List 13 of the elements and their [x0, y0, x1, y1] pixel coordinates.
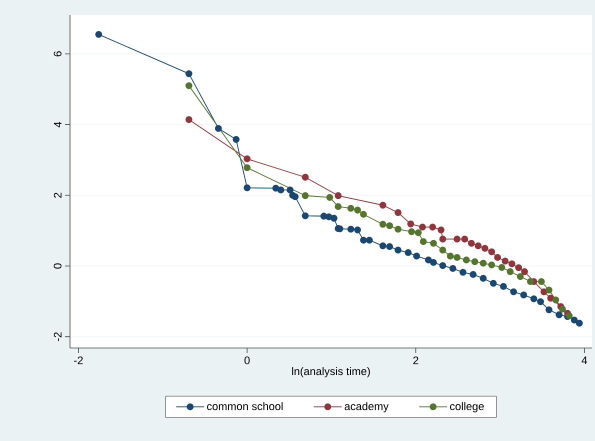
legend-label: academy [344, 402, 389, 412]
legend-label: college [450, 402, 484, 412]
x-tick-label: 2 [413, 356, 418, 364]
y-tick-label: -2 [54, 332, 62, 342]
x-tick-label: -2 [74, 356, 83, 364]
y-tick-label: 6 [54, 51, 62, 56]
x-tick-label: 4 [582, 356, 588, 364]
x-tick-label: 0 [244, 356, 250, 364]
legend-label: common school [207, 402, 283, 410]
x-axis-title: ln(analysis time) [292, 367, 370, 378]
y-tick-label: 0 [54, 263, 62, 269]
y-tick-label: 4 [54, 122, 62, 128]
y-tick-label: 2 [54, 192, 62, 198]
